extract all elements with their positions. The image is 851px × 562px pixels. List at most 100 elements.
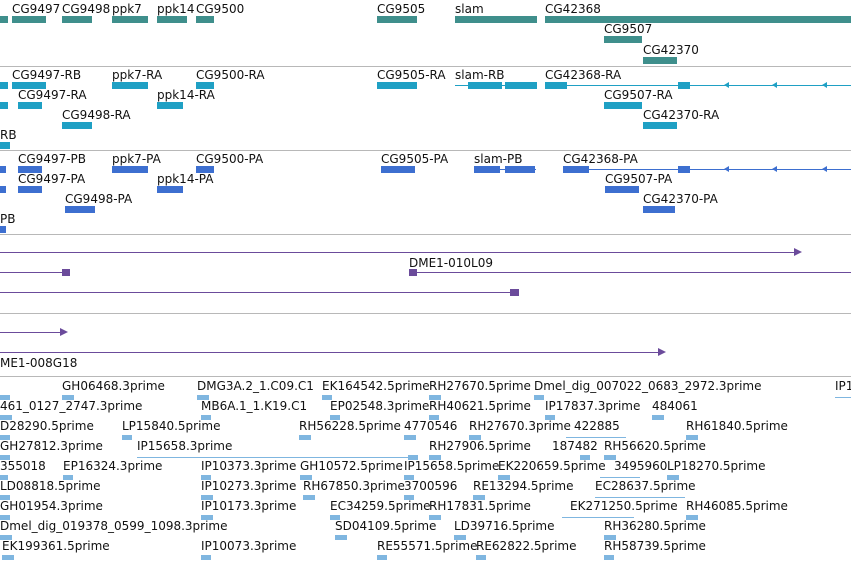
- est-label[interactable]: 461_0127_2747.3prime: [0, 399, 143, 413]
- est-bar[interactable]: [322, 395, 332, 400]
- tx-bar-slam-pb-a[interactable]: [474, 166, 500, 173]
- tx-label-cg42370-pa[interactable]: CG42370-PA: [643, 192, 718, 206]
- est-bar[interactable]: [566, 437, 626, 438]
- tx-bar-cg42370-pa[interactable]: [643, 206, 675, 213]
- tx-bar[interactable]: [0, 82, 8, 89]
- est-bar[interactable]: [62, 395, 74, 400]
- est-bar[interactable]: [377, 555, 387, 560]
- clone-label-dme1-008g18[interactable]: ME1-008G18: [0, 356, 78, 370]
- clone-label-dme1-010l09[interactable]: DME1-010L09: [409, 256, 493, 270]
- est-label[interactable]: LP18270.5prime: [667, 459, 766, 473]
- est-label[interactable]: RH36280.5prime: [604, 519, 706, 533]
- est-bar[interactable]: [686, 515, 698, 520]
- est-bar[interactable]: [404, 435, 416, 440]
- est-bar[interactable]: [0, 435, 10, 440]
- est-label[interactable]: 422885: [574, 419, 620, 433]
- tx-label-cg9505-ra[interactable]: CG9505-RA: [377, 68, 446, 82]
- est-label[interactable]: IP10273.3prime: [201, 479, 297, 493]
- clone-line[interactable]: [0, 292, 512, 293]
- est-label[interactable]: 3700596: [404, 479, 458, 493]
- est-label[interactable]: EK271250.5prime: [570, 499, 678, 513]
- gene-label-slam[interactable]: slam: [455, 2, 484, 16]
- tx-label-ppk7-pa[interactable]: ppk7-PA: [112, 152, 161, 166]
- tx-bar[interactable]: [0, 226, 6, 233]
- est-label[interactable]: 4770546: [404, 419, 458, 433]
- tx-label-cg9497-pb[interactable]: CG9497-PB: [18, 152, 87, 166]
- est-bar[interactable]: [299, 435, 311, 440]
- clone-end[interactable]: [62, 269, 70, 276]
- clone-end[interactable]: [510, 289, 519, 296]
- est-bar[interactable]: [595, 497, 685, 498]
- tx-bar-cg42368-pa[interactable]: [563, 166, 589, 173]
- tx-bar-cg42368-ra-b[interactable]: [678, 82, 690, 89]
- gene-label-cg9507[interactable]: CG9507: [604, 22, 653, 36]
- gene-bar-cg9498[interactable]: [62, 16, 92, 23]
- est-bar[interactable]: [604, 455, 616, 460]
- gene-label-cg9497[interactable]: CG9497: [12, 2, 61, 16]
- clone-line[interactable]: [0, 252, 796, 253]
- gene-label-cg9505[interactable]: CG9505: [377, 2, 426, 16]
- est-bar[interactable]: [429, 395, 441, 400]
- tx-label-cg9498-ra[interactable]: CG9498-RA: [62, 108, 131, 122]
- est-bar[interactable]: [604, 555, 614, 560]
- tx-bar-ppk7-ra[interactable]: [112, 82, 148, 89]
- est-bar[interactable]: [0, 535, 12, 540]
- est-bar[interactable]: [562, 517, 634, 518]
- gene-bar-cg42370[interactable]: [643, 57, 677, 64]
- est-label[interactable]: 3495960: [614, 459, 668, 473]
- gene-label-ppk14[interactable]: ppk14: [157, 2, 195, 16]
- tx-label-cg42368-pa[interactable]: CG42368-PA: [563, 152, 638, 166]
- est-bar[interactable]: [604, 535, 616, 540]
- est-label[interactable]: MB6A.1_1.K19.C1: [201, 399, 308, 413]
- est-label[interactable]: EP16324.3prime: [63, 459, 163, 473]
- tx-bar-slam-rb-b[interactable]: [505, 82, 537, 89]
- est-bar[interactable]: [580, 455, 590, 460]
- tx-label-slam-pb[interactable]: slam-PB: [474, 152, 523, 166]
- est-label[interactable]: 484061: [652, 399, 698, 413]
- est-bar[interactable]: [429, 415, 439, 420]
- est-label[interactable]: Dmel_dig_007022_0683_2972.3prime: [534, 379, 762, 393]
- est-bar[interactable]: [0, 415, 12, 420]
- est-label[interactable]: RH56228.5prime: [299, 419, 401, 433]
- est-bar[interactable]: [408, 455, 418, 460]
- est-bar[interactable]: [201, 555, 211, 560]
- est-label[interactable]: GH06468.3prime: [62, 379, 165, 393]
- gene-bar-edge[interactable]: [0, 16, 8, 23]
- tx-label-ppk14-ra[interactable]: ppk14-RA: [157, 88, 215, 102]
- est-label[interactable]: RH46085.5prime: [686, 499, 788, 513]
- tx-bar-cg9500-ra[interactable]: [196, 82, 214, 89]
- est-bar[interactable]: [667, 475, 679, 480]
- tx-label-cg42368-ra[interactable]: CG42368-RA: [545, 68, 622, 82]
- est-bar[interactable]: [330, 515, 340, 520]
- est-label[interactable]: EK220659.5prime: [498, 459, 606, 473]
- tx-bar-cg42368-pa-b[interactable]: [678, 166, 690, 173]
- est-bar[interactable]: [404, 475, 414, 480]
- tx-label-cg9497-pa[interactable]: CG9497-PA: [18, 172, 86, 186]
- tx-bar-cg42370-ra[interactable]: [643, 122, 677, 129]
- gene-label-ppk7[interactable]: ppk7: [112, 2, 142, 16]
- est-label[interactable]: IP15658.5prime: [404, 459, 500, 473]
- tx-label-cg9498-pa[interactable]: CG9498-PA: [65, 192, 133, 206]
- tx-bar[interactable]: [0, 166, 6, 173]
- tx-bar-cg9497-pb[interactable]: [18, 166, 42, 173]
- est-bar[interactable]: [300, 475, 312, 480]
- est-bar[interactable]: [201, 495, 213, 500]
- est-label[interactable]: RH17831.5prime: [429, 499, 531, 513]
- est-label[interactable]: RH27670.5prime: [429, 379, 531, 393]
- est-bar[interactable]: [404, 495, 414, 500]
- tx-bar-slam-pb-b[interactable]: [505, 166, 535, 173]
- est-label[interactable]: RE62822.5prime: [476, 539, 577, 553]
- est-label[interactable]: EC34259.5prime: [330, 499, 431, 513]
- est-label[interactable]: D28290.5prime: [0, 419, 94, 433]
- est-bar[interactable]: [201, 475, 211, 480]
- tx-bar-cg9498-ra[interactable]: [62, 122, 92, 129]
- gene-bar-cg9505[interactable]: [377, 16, 417, 23]
- gene-bar-cg42368[interactable]: [545, 16, 851, 23]
- est-label[interactable]: 187482: [552, 439, 598, 453]
- est-bar[interactable]: [469, 435, 481, 440]
- tx-bar-cg9507-pa[interactable]: [605, 186, 639, 193]
- est-label[interactable]: GH10572.5prime: [300, 459, 403, 473]
- gene-bar-slam[interactable]: [455, 16, 537, 23]
- tx-bar-cg9497-ra[interactable]: [18, 102, 42, 109]
- tx-label-edge-pb[interactable]: PB: [0, 212, 16, 226]
